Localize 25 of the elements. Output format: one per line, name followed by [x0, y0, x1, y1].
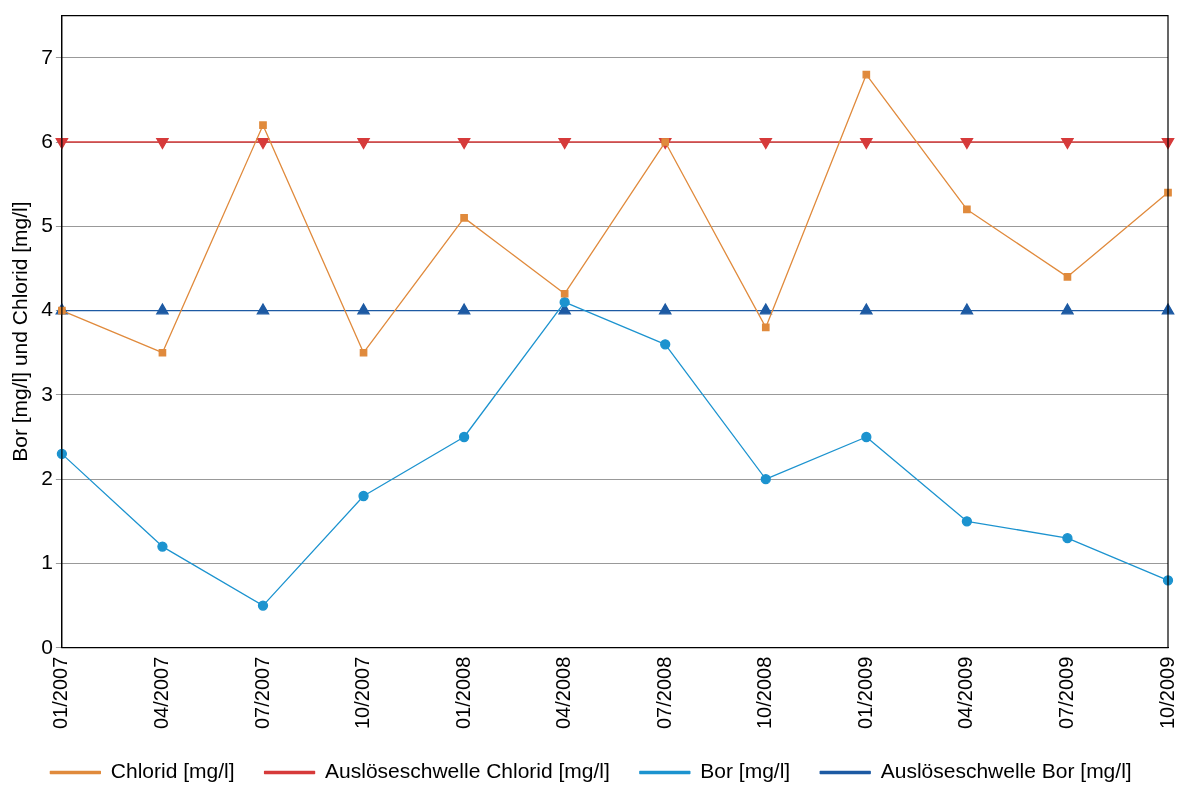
x-tick-label: 01/2009 — [853, 656, 876, 729]
x-tick-label: 07/2007 — [250, 656, 273, 729]
legend-label: Bor [mg/l] — [700, 759, 791, 783]
x-tick-label: 07/2009 — [1054, 656, 1077, 729]
x-tick-label: 01/2008 — [451, 656, 474, 729]
x-tick-label: 07/2008 — [652, 656, 675, 729]
y-tick-label: 1 — [41, 550, 53, 574]
y-tick-label: 3 — [41, 381, 53, 405]
legend-label: Auslöseschwelle Chlorid [mg/l] — [325, 759, 610, 783]
x-tick-label: 10/2009 — [1155, 656, 1178, 729]
legend-label: Auslöseschwelle Bor [mg/l] — [880, 759, 1132, 783]
x-tick-label: 10/2007 — [351, 656, 374, 729]
y-tick-label: 2 — [41, 465, 53, 489]
legend-label: Chlorid [mg/l] — [110, 759, 235, 783]
y-tick-label: 5 — [41, 213, 53, 237]
x-tick-label: 01/2007 — [49, 656, 72, 729]
y-tick-label: 4 — [41, 297, 54, 321]
y-tick-label: 7 — [41, 44, 53, 68]
y-tick-label: 6 — [41, 128, 53, 152]
y-axis-title: Bor [mg/l] und Chlorid [mg/l] — [8, 201, 32, 462]
x-tick-label: 04/2008 — [552, 656, 575, 729]
x-tick-label: 04/2007 — [149, 656, 172, 729]
x-tick-label: 10/2008 — [753, 656, 776, 729]
x-tick-label: 04/2009 — [954, 656, 977, 729]
y-tick-label: 0 — [41, 634, 53, 658]
